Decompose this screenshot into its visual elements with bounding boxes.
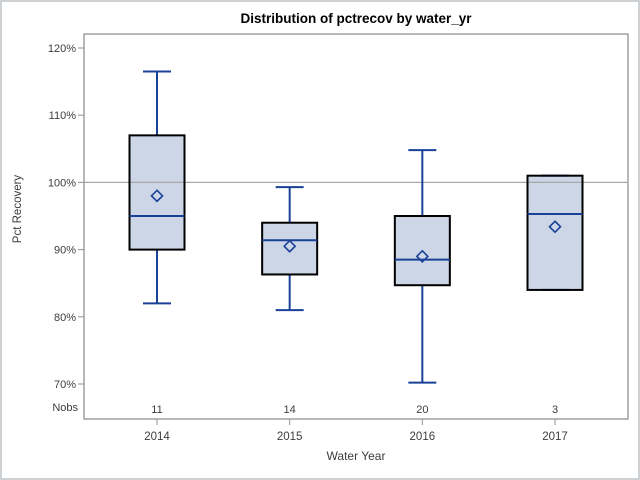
x-tick-label-2016: 2016: [410, 431, 436, 443]
x-tick-label-2014: 2014: [144, 431, 170, 443]
mean-diamond-marker-2017: [548, 220, 562, 234]
nobs-value-2017: 3: [552, 404, 558, 416]
x-axis-title: Water Year: [326, 449, 386, 463]
box-fill-2015: [262, 222, 318, 275]
nobs-value-2014: 11: [151, 404, 162, 416]
nobs-value-2016: 20: [416, 404, 428, 416]
x-tick-label-2015: 2015: [277, 431, 303, 443]
plot-area-border: [83, 33, 629, 420]
mean-diamond-marker-2015: [283, 239, 297, 253]
y-tick-label: 110%: [49, 110, 77, 122]
box-outline-2015: [261, 221, 319, 276]
y-tick-label: 100%: [48, 177, 76, 189]
box-outline-2014: [128, 134, 186, 251]
box-fill-2014: [129, 135, 185, 250]
box-outline-2017: [526, 174, 584, 291]
chart-title: Distribution of pctrecov by water_yr: [240, 11, 472, 26]
y-tick-label: 120%: [48, 43, 76, 55]
mean-diamond-marker-2016: [415, 249, 429, 263]
y-axis-title: Pct Recovery: [12, 174, 24, 244]
mean-diamond-marker-2014: [150, 189, 164, 203]
y-tick-label: 90%: [54, 245, 76, 257]
nobs-row-label: Nobs: [52, 402, 78, 414]
nobs-value-2015: 14: [284, 404, 296, 416]
y-tick-label: 80%: [54, 312, 76, 324]
box-outline-2016: [393, 215, 451, 287]
y-tick-label: 70%: [54, 379, 76, 391]
x-tick-label-2017: 2017: [542, 431, 568, 443]
